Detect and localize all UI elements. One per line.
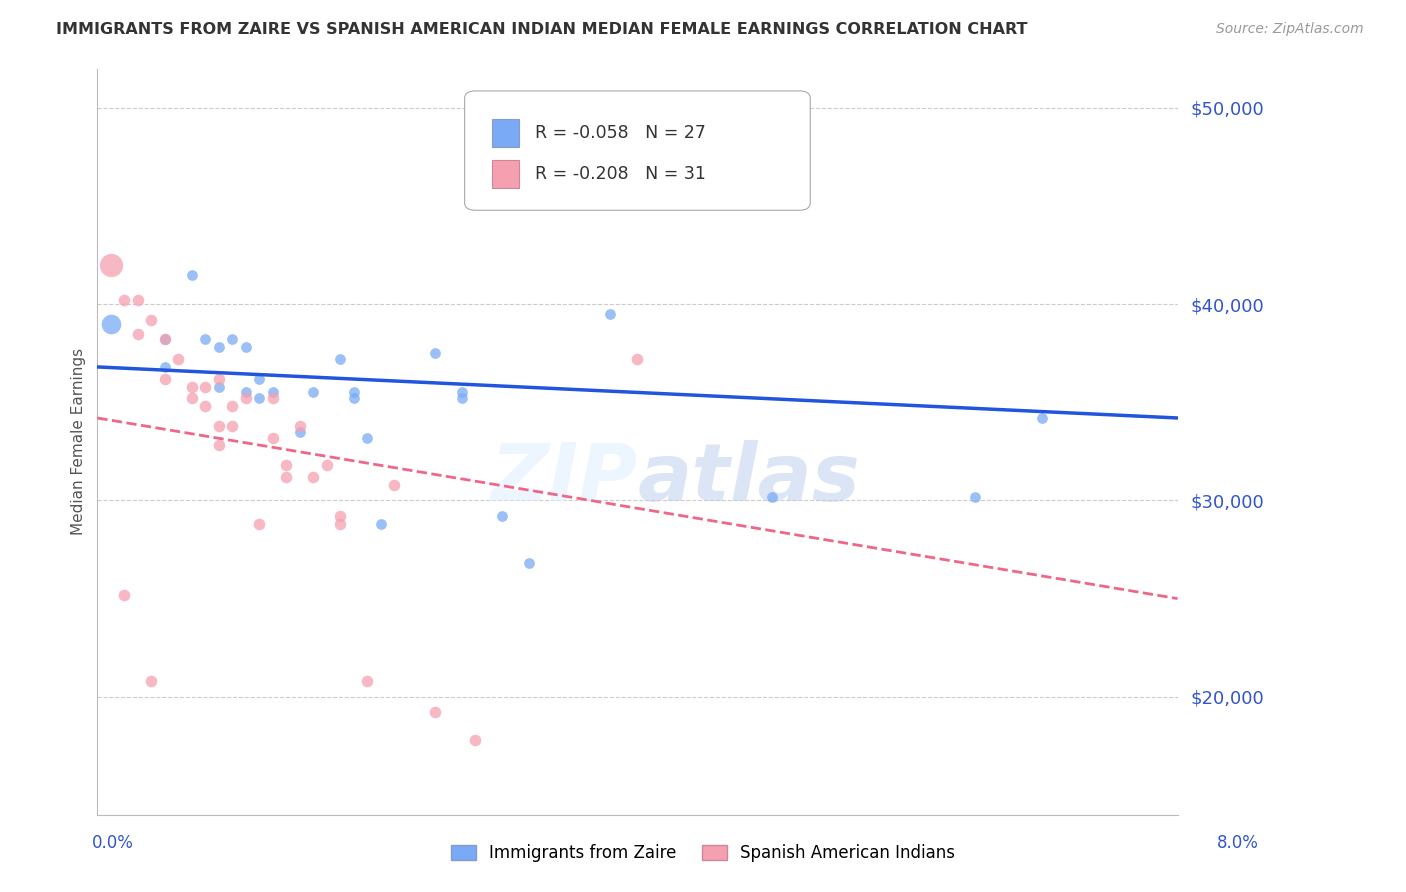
Point xyxy=(464,733,486,747)
Point xyxy=(343,392,366,406)
Point xyxy=(112,588,135,602)
Point xyxy=(141,313,163,327)
Point xyxy=(599,307,621,321)
Point xyxy=(451,392,474,406)
Point xyxy=(127,293,149,308)
Point xyxy=(221,418,243,433)
Point xyxy=(1031,411,1053,425)
Point xyxy=(221,333,243,347)
Text: atlas: atlas xyxy=(637,440,860,518)
Point xyxy=(558,189,581,203)
Point xyxy=(153,333,176,347)
Text: IMMIGRANTS FROM ZAIRE VS SPANISH AMERICAN INDIAN MEDIAN FEMALE EARNINGS CORRELAT: IMMIGRANTS FROM ZAIRE VS SPANISH AMERICA… xyxy=(56,22,1028,37)
Point xyxy=(235,385,257,400)
Point xyxy=(519,556,541,570)
Point xyxy=(141,674,163,689)
Point xyxy=(276,458,298,472)
Text: 8.0%: 8.0% xyxy=(1216,834,1258,852)
Y-axis label: Median Female Earnings: Median Female Earnings xyxy=(72,348,86,535)
Point xyxy=(451,385,474,400)
Point xyxy=(626,352,648,367)
Point xyxy=(247,392,270,406)
Point xyxy=(423,346,446,360)
FancyBboxPatch shape xyxy=(464,91,810,211)
FancyBboxPatch shape xyxy=(492,119,519,147)
Point xyxy=(302,470,325,484)
Point xyxy=(356,431,378,445)
Point xyxy=(221,399,243,413)
Point xyxy=(262,392,284,406)
Point xyxy=(100,317,122,331)
Point xyxy=(262,431,284,445)
Point xyxy=(112,293,135,308)
Point xyxy=(153,333,176,347)
Point xyxy=(208,372,231,386)
Point xyxy=(194,379,217,393)
Point xyxy=(329,516,352,531)
Point xyxy=(288,418,311,433)
Point xyxy=(235,392,257,406)
Point xyxy=(423,706,446,720)
Point xyxy=(208,340,231,354)
Point xyxy=(761,490,783,504)
Legend: Immigrants from Zaire, Spanish American Indians: Immigrants from Zaire, Spanish American … xyxy=(443,836,963,871)
Point xyxy=(315,458,337,472)
Point xyxy=(329,352,352,367)
Point xyxy=(208,438,231,452)
Point xyxy=(194,399,217,413)
Text: R = -0.208   N = 31: R = -0.208 N = 31 xyxy=(534,165,706,183)
Text: 0.0%: 0.0% xyxy=(91,834,134,852)
Point xyxy=(384,477,406,491)
Point xyxy=(343,385,366,400)
Point xyxy=(963,490,986,504)
Point xyxy=(288,425,311,439)
Point xyxy=(329,509,352,524)
Point xyxy=(247,372,270,386)
Point xyxy=(208,418,231,433)
Point xyxy=(276,470,298,484)
Point xyxy=(180,379,202,393)
Point xyxy=(262,385,284,400)
Text: ZIP: ZIP xyxy=(491,440,637,518)
Point xyxy=(247,516,270,531)
Point xyxy=(235,340,257,354)
Point xyxy=(167,352,190,367)
Point xyxy=(153,372,176,386)
Text: R = -0.058   N = 27: R = -0.058 N = 27 xyxy=(534,124,706,142)
Point xyxy=(356,674,378,689)
Point xyxy=(491,509,513,524)
Point xyxy=(127,326,149,341)
FancyBboxPatch shape xyxy=(492,160,519,188)
Point xyxy=(194,333,217,347)
Point xyxy=(302,385,325,400)
Point xyxy=(208,379,231,393)
Point xyxy=(153,359,176,374)
Point xyxy=(100,258,122,272)
Text: Source: ZipAtlas.com: Source: ZipAtlas.com xyxy=(1216,22,1364,37)
Point xyxy=(180,392,202,406)
Point xyxy=(180,268,202,282)
Point xyxy=(370,516,392,531)
